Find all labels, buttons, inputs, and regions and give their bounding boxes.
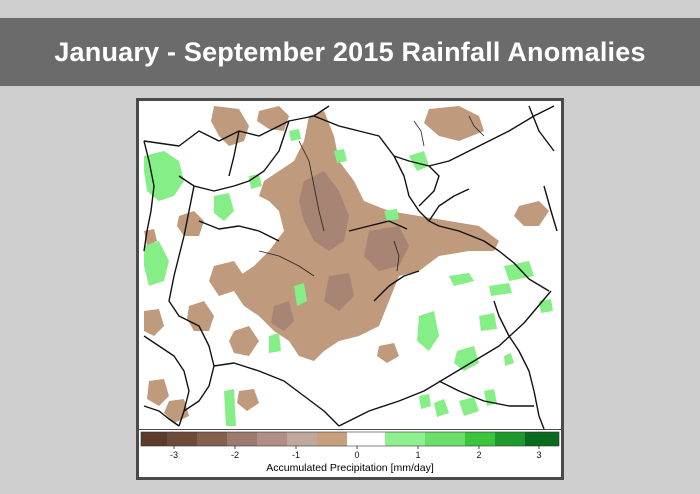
legend-tick-2: 2 xyxy=(476,450,481,460)
internal-borders xyxy=(258,115,485,277)
legend-tick-0: 0 xyxy=(354,450,359,460)
surplus-areas xyxy=(144,129,553,426)
legend-colorbar: -3 -2 -1 0 1 2 3 xyxy=(140,431,560,460)
legend-tick-neg1: -1 xyxy=(292,450,300,460)
rainfall-anomaly-map xyxy=(139,101,561,429)
legend-tick-3: 3 xyxy=(536,450,541,460)
deficit-core-areas xyxy=(271,171,409,331)
legend: -3 -2 -1 0 1 2 3 Accumulated Precipitati… xyxy=(139,429,561,477)
legend-caption: Accumulated Precipitation [mm/day] xyxy=(266,462,434,474)
map-frame: -3 -2 -1 0 1 2 3 Accumulated Precipitati… xyxy=(136,98,564,480)
country-borders xyxy=(143,105,558,429)
legend-tick-neg3: -3 xyxy=(170,450,178,460)
page-title: January - September 2015 Rainfall Anomal… xyxy=(54,36,646,67)
title-bar: January - September 2015 Rainfall Anomal… xyxy=(0,18,700,86)
legend-tick-neg2: -2 xyxy=(231,450,239,460)
legend-tick-1: 1 xyxy=(415,450,420,460)
